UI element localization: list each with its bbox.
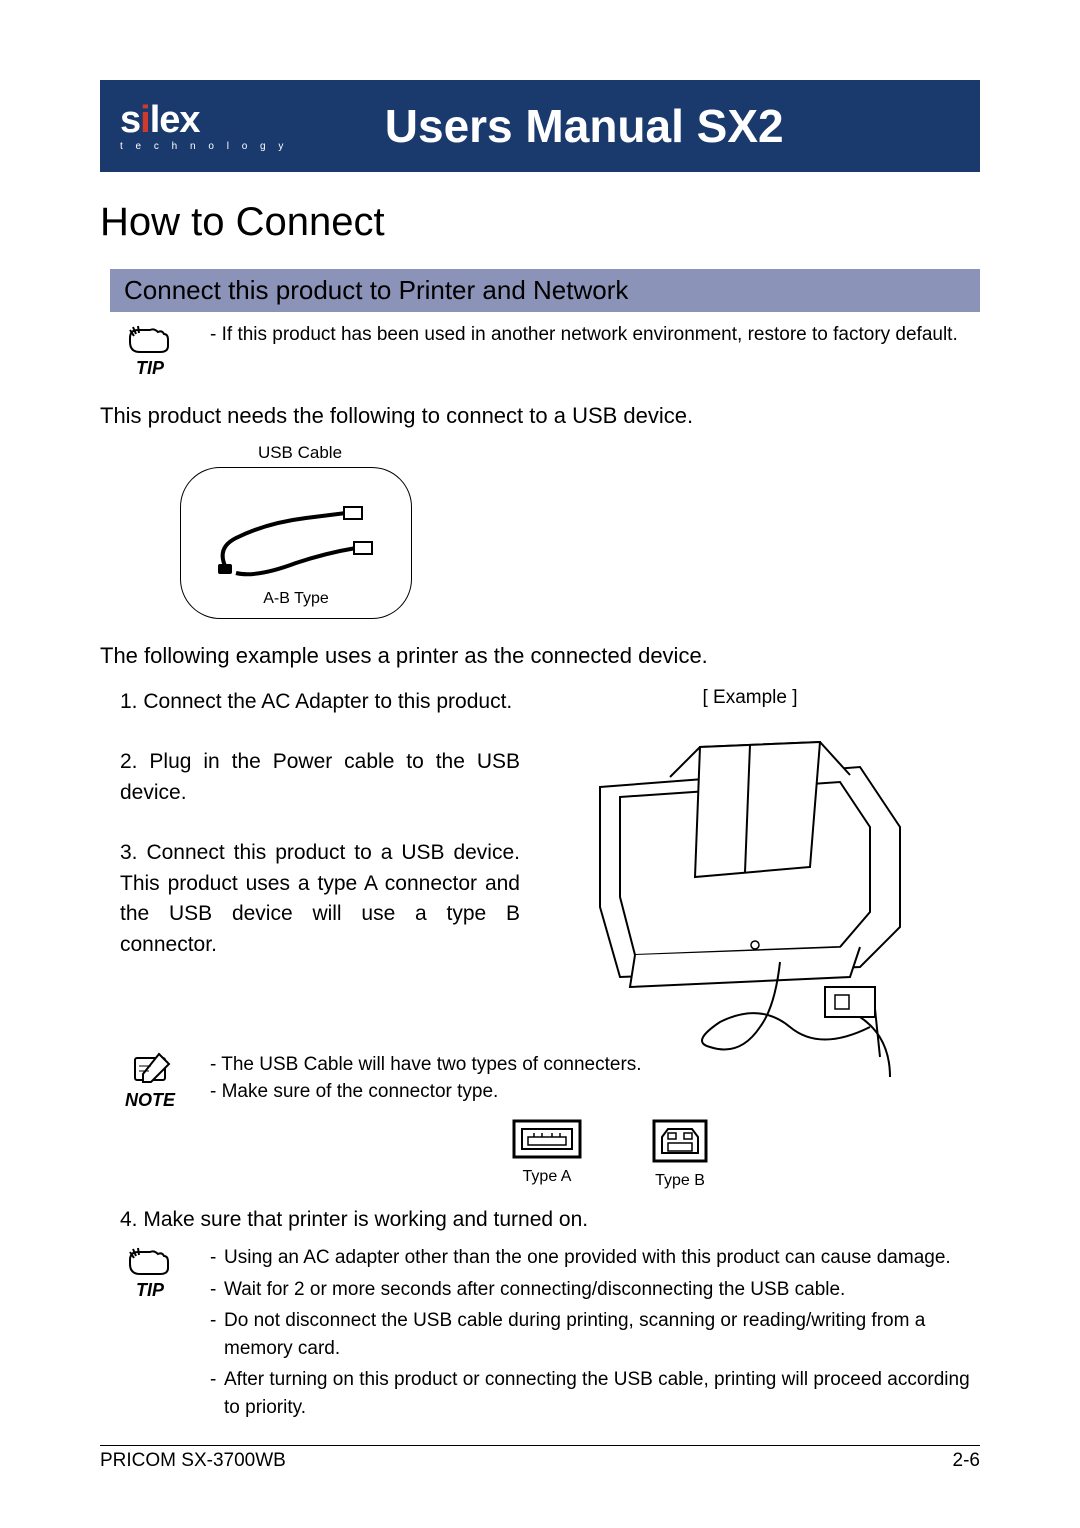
banner-title: Users Manual SX2 (208, 99, 960, 153)
step-4: 4. Make sure that printer is working and… (120, 1208, 980, 1232)
connector-type-b: Type B (652, 1119, 708, 1190)
tip-list-item: -Using an AC adapter other than the one … (210, 1244, 980, 1272)
connector-label: Type B (652, 1172, 708, 1190)
note-pencil-icon (129, 1052, 171, 1086)
usb-cable-icon (206, 498, 386, 588)
logo-part: s (120, 99, 140, 141)
tip-item-text: Wait for 2 or more seconds after connect… (224, 1276, 845, 1304)
tip-icon-block: TIP (120, 1244, 180, 1301)
tip-label: TIP (120, 1280, 180, 1301)
usb-type-b-icon (652, 1119, 708, 1163)
tip-list-item: -Do not disconnect the USB cable during … (210, 1307, 980, 1362)
connector-type-a: Type A (512, 1119, 582, 1190)
hand-point-icon (128, 1244, 172, 1276)
printer-diagram-icon (560, 727, 940, 1087)
footer-left: PRICOM SX-3700WB (100, 1450, 286, 1472)
note-line: - Make sure of the connector type. (210, 1079, 980, 1106)
tip-item-text: Do not disconnect the USB cable during p… (224, 1307, 980, 1362)
example-label: [ Example ] (520, 687, 980, 709)
steps-and-example: 1. Connect the AC Adapter to this produc… (100, 687, 980, 1092)
page-heading: How to Connect (100, 200, 980, 245)
tip-item-text: Using an AC adapter other than the one p… (224, 1244, 951, 1272)
step-3: 3. Connect this product to a USB device.… (120, 838, 520, 960)
note-label: NOTE (120, 1090, 180, 1111)
logo-accent-letter: i (140, 99, 150, 141)
tip-item-text: After turning on this product or connect… (224, 1366, 980, 1421)
figure-caption-inner: A-B Type (263, 590, 329, 608)
logo-text: silex (120, 101, 200, 139)
steps-column: 1. Connect the AC Adapter to this produc… (100, 687, 520, 990)
tip-text: - If this product has been used in anoth… (210, 322, 980, 349)
connector-label: Type A (512, 1168, 582, 1186)
tip-list-item: -Wait for 2 or more seconds after connec… (210, 1276, 980, 1304)
page-footer: PRICOM SX-3700WB 2-6 (100, 1445, 980, 1472)
title-banner: silex t e c h n o l o g y Users Manual S… (100, 80, 980, 172)
note-text: - The USB Cable will have two types of c… (210, 1052, 980, 1105)
step-2: 2. Plug in the Power cable to the USB de… (120, 747, 520, 808)
tip-label: TIP (120, 358, 180, 379)
usb-cable-figure: USB Cable A-B Type (180, 443, 420, 619)
footer-right: 2-6 (953, 1450, 980, 1472)
step-1: 1. Connect the AC Adapter to this produc… (120, 687, 520, 717)
example-column: [ Example ] (520, 687, 980, 1092)
note-line: - The USB Cable will have two types of c… (210, 1052, 980, 1079)
body-paragraph: This product needs the following to conn… (100, 403, 980, 429)
tip-icon-block: TIP (120, 322, 180, 379)
section-title-bar: Connect this product to Printer and Netw… (110, 269, 980, 312)
figure-box: A-B Type (180, 467, 412, 619)
page: silex t e c h n o l o g y Users Manual S… (0, 0, 1080, 1528)
tip-callout: TIP -Using an AC adapter other than the … (120, 1244, 980, 1425)
connector-figures: Type A Type B (240, 1119, 980, 1190)
tip-list-item: -After turning on this product or connec… (210, 1366, 980, 1421)
figure-caption-top: USB Cable (180, 443, 420, 463)
body-paragraph: The following example uses a printer as … (100, 643, 980, 669)
logo-part: lex (150, 99, 200, 141)
hand-point-icon (128, 322, 172, 354)
note-callout: NOTE - The USB Cable will have two types… (120, 1052, 980, 1111)
usb-type-a-icon (512, 1119, 582, 1159)
note-icon-block: NOTE (120, 1052, 180, 1111)
tip-callout: TIP - If this product has been used in a… (120, 322, 980, 379)
tip-list: -Using an AC adapter other than the one … (210, 1244, 980, 1425)
